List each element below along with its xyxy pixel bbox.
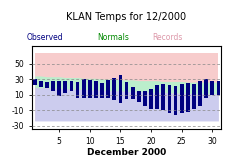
Text: Observed: Observed bbox=[27, 33, 63, 42]
Bar bbox=[130, 87, 134, 99]
Bar bbox=[148, 89, 152, 109]
Text: Normals: Normals bbox=[97, 33, 128, 42]
Bar bbox=[155, 85, 158, 109]
Bar bbox=[100, 83, 104, 98]
Bar bbox=[191, 84, 195, 109]
Bar bbox=[118, 75, 122, 103]
Bar bbox=[88, 80, 91, 98]
Bar bbox=[203, 79, 207, 98]
Bar bbox=[45, 82, 49, 88]
Bar bbox=[216, 81, 219, 95]
Bar bbox=[75, 82, 79, 98]
Bar bbox=[179, 84, 183, 113]
Bar bbox=[106, 80, 110, 98]
Bar bbox=[63, 81, 67, 93]
Bar bbox=[94, 81, 97, 98]
Bar bbox=[33, 79, 36, 85]
Bar bbox=[173, 86, 177, 115]
Bar bbox=[51, 81, 55, 91]
Bar bbox=[209, 81, 213, 95]
X-axis label: December 2000: December 2000 bbox=[87, 148, 165, 157]
Bar bbox=[112, 78, 116, 100]
Bar bbox=[142, 91, 146, 106]
Text: KLAN Temps for 12/2000: KLAN Temps for 12/2000 bbox=[66, 12, 186, 22]
Bar bbox=[81, 79, 85, 98]
Bar bbox=[167, 85, 171, 113]
Bar bbox=[136, 91, 140, 102]
Bar bbox=[197, 81, 201, 106]
Bar bbox=[161, 84, 164, 110]
Bar bbox=[57, 81, 61, 96]
Text: Records: Records bbox=[151, 33, 182, 42]
Bar bbox=[185, 83, 189, 112]
Bar bbox=[69, 81, 73, 91]
Bar bbox=[124, 82, 128, 99]
Bar bbox=[39, 81, 43, 87]
